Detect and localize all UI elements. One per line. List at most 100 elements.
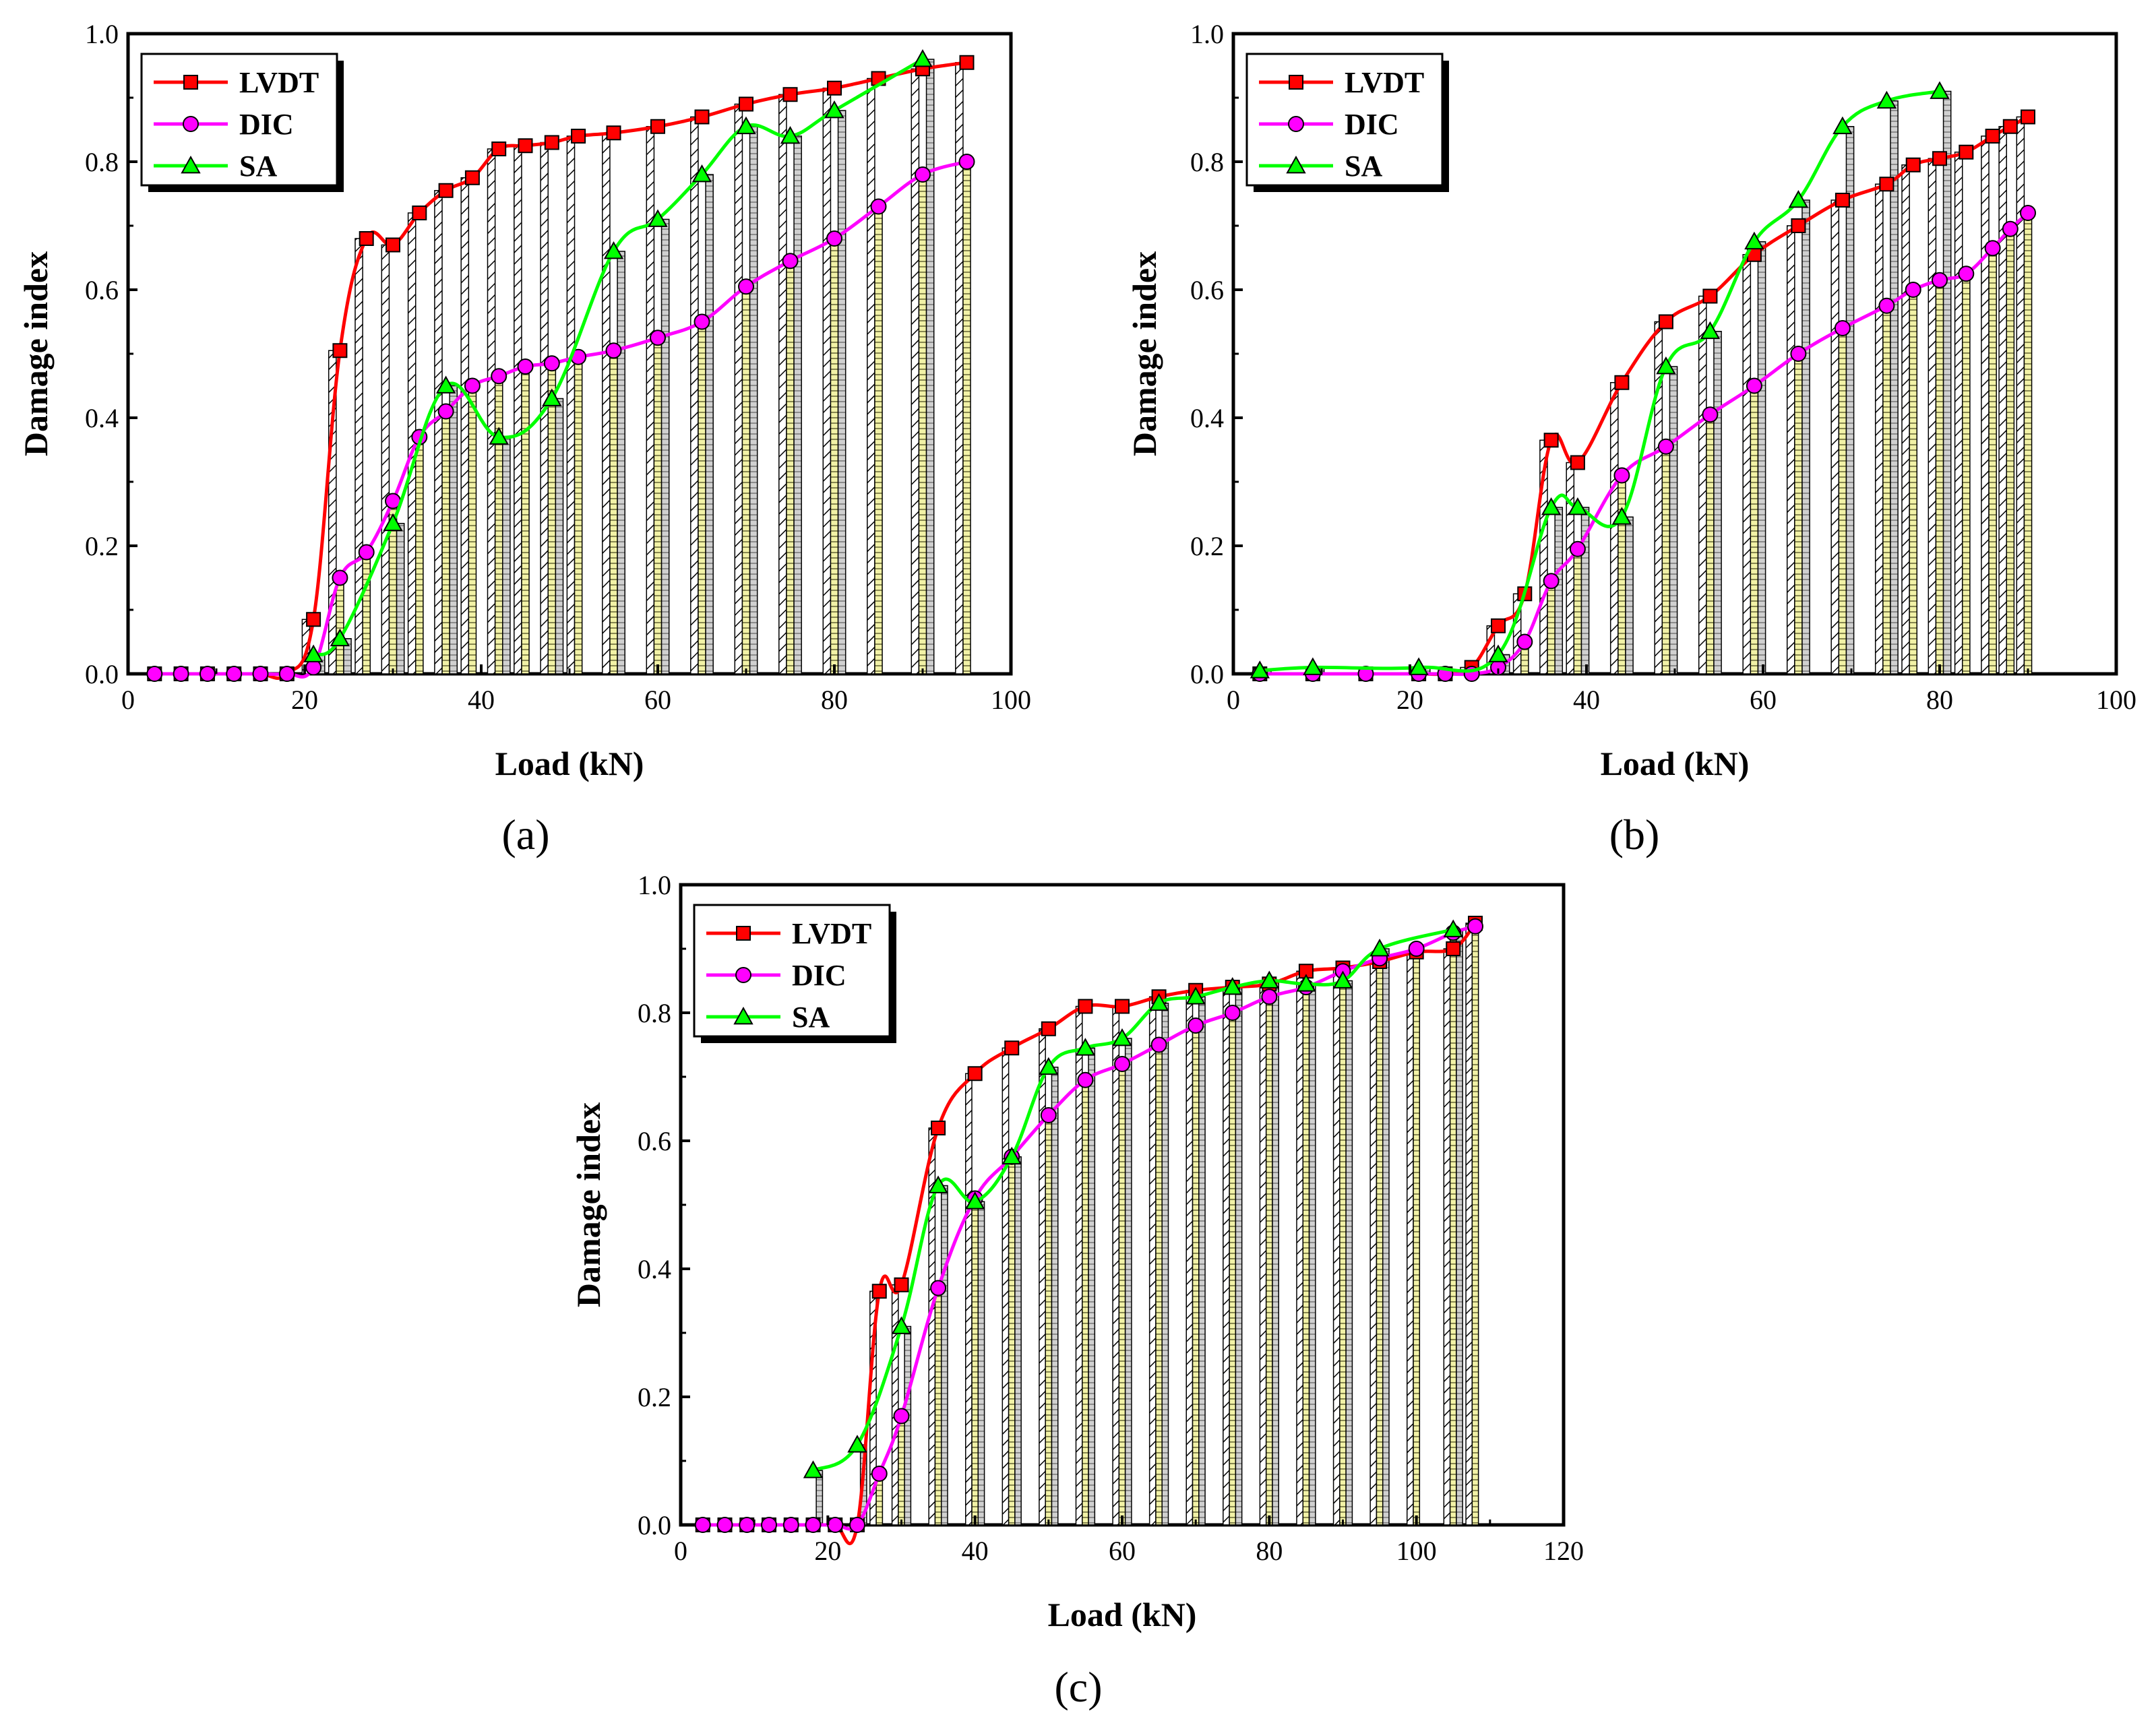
point-lvdt-a-8	[359, 231, 374, 246]
bar-sa-b-11	[1845, 126, 1855, 675]
bar-lvdt-c-24	[1443, 948, 1451, 1526]
point-sa-c-16	[1443, 919, 1463, 937]
bar-lvdt-b-17	[1901, 164, 1910, 675]
bar-sa-a-12	[925, 59, 935, 675]
point-dic-b-8	[1543, 573, 1560, 590]
bar-sa-a-1	[343, 638, 352, 675]
point-dic-a-22	[826, 230, 842, 247]
bar-dic-a-16	[574, 356, 583, 675]
point-sa-c-13	[1296, 974, 1316, 992]
legend-label-dic-a: DIC	[239, 108, 294, 141]
point-dic-b-12	[1702, 406, 1719, 423]
x-tick-label-c-5: 100	[1396, 1536, 1437, 1566]
lines-a	[146, 49, 975, 682]
chart-panel-a: 0 20 40 60 80 100 0.0 0.2 0.4 0.6 0.8 1.0 Load (kN…	[17, 19, 1031, 858]
bar-dic-a-15	[547, 363, 557, 675]
point-sa-b-10	[1788, 189, 1809, 208]
bar-lvdt-a-7	[328, 350, 337, 675]
bar-sa-a-9	[749, 126, 758, 675]
legend-label-sa-b: SA	[1345, 150, 1382, 183]
point-lvdt-c-15	[1115, 999, 1130, 1014]
bar-dic-a-24	[918, 174, 927, 675]
legend-marker-dic-a	[183, 116, 199, 132]
legend-label-sa-c: SA	[792, 1001, 830, 1034]
point-sa-b-7	[1656, 356, 1676, 375]
point-dic-c-25	[1467, 918, 1483, 935]
bar-lvdt-b-14	[1786, 225, 1795, 675]
bar-lvdt-c-12	[1002, 1047, 1010, 1526]
point-dic-a-3	[226, 666, 243, 682]
x-tick-label-a-2: 40	[468, 685, 495, 715]
bar-lvdt-b-7	[1512, 593, 1522, 675]
point-lvdt-a-17	[606, 125, 621, 141]
point-lvdt-c-14	[1078, 999, 1093, 1014]
y-axis-label-b: Damage index	[1126, 251, 1163, 456]
bar-lvdt-a-14	[514, 145, 522, 675]
legend-a: LVDT DIC SA	[140, 53, 344, 192]
y-tick-label-b-4: 0.8	[1190, 147, 1224, 177]
bar-lvdt-b-22	[2016, 116, 2025, 675]
x-tick-label-c-0: 0	[674, 1536, 687, 1566]
bar-dic-b-9	[1573, 549, 1582, 675]
bar-sa-b-9	[1757, 241, 1766, 675]
point-lvdt-b-21	[2002, 119, 2018, 134]
bar-dic-b-12	[1706, 414, 1715, 675]
bar-lvdt-b-18	[1928, 158, 1937, 675]
point-sa-a-10	[780, 125, 801, 144]
bar-dic-b-10	[1618, 474, 1626, 675]
x-axis-label-a: Load (kN)	[495, 745, 644, 782]
point-dic-c-23	[1408, 941, 1425, 957]
bar-lvdt-b-21	[1998, 126, 2007, 675]
point-sa-c-9	[1148, 993, 1169, 1011]
y-tick-label-c-5: 1.0	[638, 870, 671, 900]
point-sa-c-3	[928, 1175, 948, 1193]
bar-lvdt-c-20	[1296, 970, 1304, 1526]
chart-panel-c: 0 20 40 60 80 100 120 0.0 0.2 0.4 0.6 0.8 1.0 Load …	[569, 870, 1584, 1711]
bar-sa-a-2	[396, 523, 405, 675]
point-sa-a-5	[542, 388, 562, 406]
point-lvdt-b-11	[1658, 314, 1673, 330]
bar-sa-c-14	[1345, 980, 1353, 1526]
point-sa-b-2	[1409, 657, 1429, 675]
point-lvdt-b-10	[1614, 375, 1630, 390]
point-dic-c-9	[893, 1408, 910, 1424]
bar-dic-b-20	[1988, 247, 1997, 675]
point-sa-a-3	[435, 375, 456, 394]
legend-label-sa-a: SA	[239, 150, 277, 183]
bar-sa-a-5	[555, 398, 564, 675]
bar-dic-c-18	[1229, 1012, 1237, 1526]
bar-lvdt-b-9	[1566, 462, 1575, 675]
y-tick-label-c-1: 0.2	[638, 1382, 671, 1412]
x-axis-label-c: Load (kN)	[1048, 1596, 1197, 1633]
bar-sa-b-8	[1713, 331, 1722, 675]
point-dic-c-6	[827, 1517, 844, 1533]
bar-dic-b-13	[1750, 385, 1759, 675]
bar-dic-c-14	[1082, 1079, 1089, 1526]
point-sa-c-8	[1112, 1028, 1132, 1046]
bar-lvdt-c-19	[1259, 983, 1267, 1526]
x-tick-label-c-1: 20	[814, 1536, 841, 1566]
point-sa-c-1	[847, 1435, 867, 1453]
bar-lvdt-c-17	[1185, 990, 1194, 1526]
x-tick-label-b-2: 40	[1573, 685, 1600, 715]
point-dic-c-8	[871, 1466, 888, 1482]
bar-dic-a-17	[609, 350, 618, 675]
point-lvdt-b-14	[1791, 218, 1806, 233]
bar-sa-b-4	[1554, 507, 1564, 675]
point-dic-a-19	[694, 313, 710, 330]
point-dic-b-9	[1569, 540, 1586, 557]
point-lvdt-a-11	[438, 183, 454, 198]
point-lvdt-b-8	[1543, 433, 1559, 448]
point-sa-c-0	[803, 1460, 824, 1478]
bar-dic-b-8	[1547, 580, 1556, 675]
point-lvdt-b-17	[1905, 157, 1921, 173]
point-dic-b-17	[1905, 282, 1921, 298]
lines-c	[694, 916, 1483, 1546]
y-ticks-c: 0.0 0.2 0.4 0.6 0.8 1.0	[638, 870, 690, 1540]
point-dic-a-18	[650, 330, 666, 346]
x-tick-label-c-4: 80	[1256, 1536, 1283, 1566]
panel-label-a: (a)	[501, 811, 549, 858]
point-dic-a-25	[958, 154, 975, 170]
bar-dic-c-25	[1471, 926, 1479, 1526]
bar-lvdt-a-18	[646, 126, 655, 675]
